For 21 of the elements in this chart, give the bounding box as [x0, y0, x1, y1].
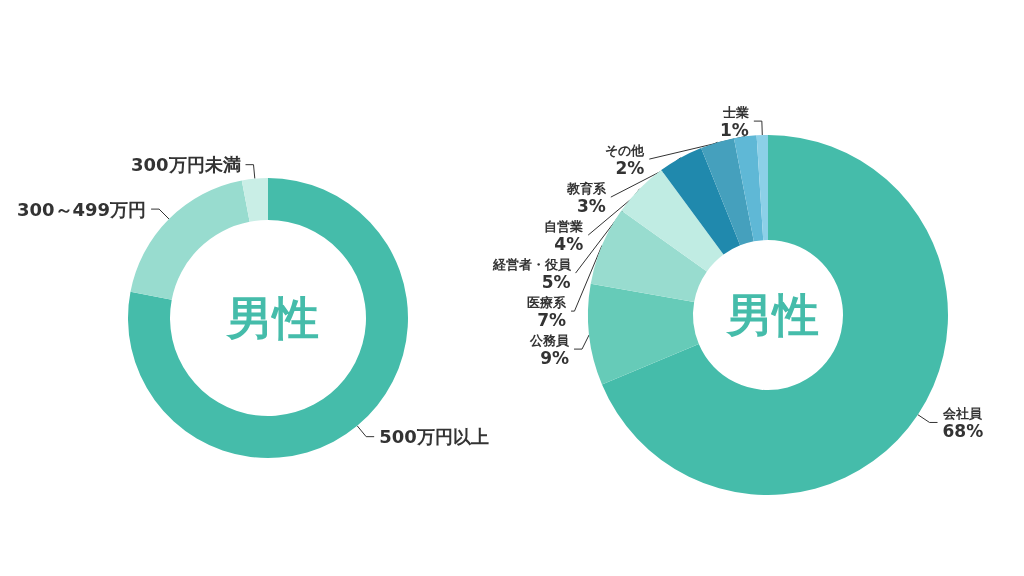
slice-label: 士業 — [721, 104, 749, 120]
slice-label: 300～499万円 — [16, 198, 147, 220]
slice-label: その他 — [605, 142, 646, 158]
text: 男性 — [225, 291, 319, 345]
data-label: 2% — [615, 158, 645, 179]
data-label: 9% — [540, 348, 570, 369]
slice-label: 教育系 — [565, 180, 607, 196]
slice-label: 500万円以上 — [379, 426, 489, 448]
slice-label: 経営者・役員 — [491, 256, 572, 272]
data-label: 3% — [576, 196, 606, 217]
data-label: 1% — [719, 120, 749, 141]
data-label: 7% — [537, 310, 567, 331]
slice-label: 医療系 — [527, 294, 568, 310]
slice-label: 自営業 — [544, 218, 584, 234]
text: 男性 — [725, 288, 819, 342]
data-label: 4% — [554, 234, 584, 255]
slice-label: 公務員 — [529, 332, 571, 348]
data-label: 5% — [541, 272, 571, 293]
slice-label: 会社員 — [941, 405, 983, 421]
slice-label: 300万円未満 — [130, 154, 241, 176]
data-label: 68% — [942, 421, 984, 442]
